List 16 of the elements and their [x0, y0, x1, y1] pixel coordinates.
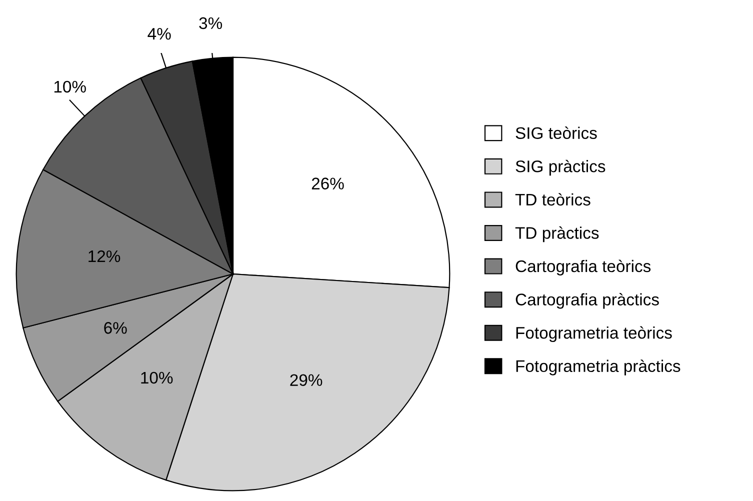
data-label: 12% — [88, 250, 120, 262]
legend-label: SIG teòrics — [516, 126, 597, 139]
legend-label: Cartografia pràctics — [516, 293, 659, 309]
legend-label: SIG pràctics — [516, 160, 606, 176]
data-label: 10% — [54, 80, 86, 93]
legend-label: Fotogrametria teòrics — [516, 326, 672, 342]
legend-label: TD pràctics — [515, 226, 599, 242]
data-label: 6% — [104, 322, 127, 334]
data-label: 26% — [312, 178, 344, 190]
data-label: 4% — [148, 28, 171, 40]
legend-label: TD teòrics — [515, 193, 590, 206]
legend-label: Fotogrametria pràctics — [516, 360, 680, 376]
legend-label: Cartografia teòrics — [516, 260, 651, 276]
data-label: 3% — [199, 17, 222, 30]
data-label: 10% — [141, 372, 173, 384]
data-label: 29% — [290, 374, 322, 386]
